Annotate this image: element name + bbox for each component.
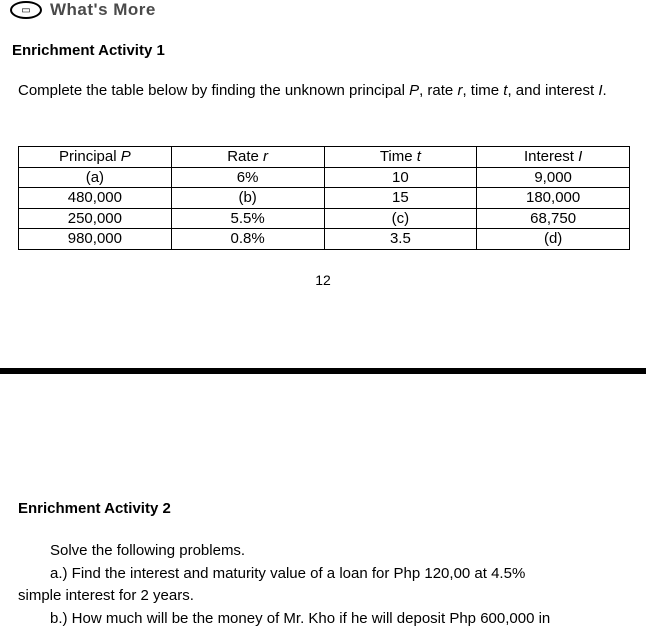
cell-principal: 480,000 [19,188,172,209]
header-label: Time [380,148,417,165]
table-row: 480,000 (b) 15 180,000 [19,188,630,209]
cell-rate: 6% [171,167,324,188]
cell-time: 3.5 [324,229,477,250]
instruction-text: , and interest [507,82,598,99]
instruction-text: Complete the table below by finding the … [18,82,409,99]
cell-interest: (d) [477,229,630,250]
header-var: I [578,148,582,165]
activity-2-heading: Enrichment Activity 2 [18,500,171,517]
col-header-time: Time t [324,147,477,168]
header: ▭ What's More [10,0,156,20]
header-var: t [417,148,421,165]
activity-2-lead: Solve the following problems. [18,540,626,563]
instruction-text: . [603,82,607,99]
table-row: (a) 6% 10 9,000 [19,167,630,188]
cell-time: 10 [324,167,477,188]
col-header-interest: Interest I [477,147,630,168]
col-header-rate: Rate r [171,147,324,168]
header-label: Interest [524,148,578,165]
instruction-text: , rate [419,82,457,99]
cell-interest: 68,750 [477,208,630,229]
cell-principal: 980,000 [19,229,172,250]
col-header-principal: Principal P [19,147,172,168]
table-header-row: Principal P Rate r Time t Interest I [19,147,630,168]
activity-2-item-a: a.) Find the interest and maturity value… [18,563,626,586]
data-table-container: Principal P Rate r Time t Interest I (a)… [18,146,630,250]
section-divider [0,368,646,374]
activity-1-instruction: Complete the table below by finding the … [18,80,626,103]
header-icon: ▭ [10,1,42,19]
var-p: P [409,82,419,99]
header-var: P [121,148,131,165]
activity-2-body: Solve the following problems. a.) Find t… [18,540,626,630]
data-table: Principal P Rate r Time t Interest I (a)… [18,146,630,250]
book-icon: ▭ [21,5,30,16]
cell-principal: 250,000 [19,208,172,229]
cell-interest: 180,000 [477,188,630,209]
activity-1-heading: Enrichment Activity 1 [12,42,165,59]
cell-rate: (b) [171,188,324,209]
cell-interest: 9,000 [477,167,630,188]
cell-time: (c) [324,208,477,229]
cell-rate: 5.5% [171,208,324,229]
header-label: Rate [227,148,263,165]
cell-time: 15 [324,188,477,209]
header-label: Principal [59,148,121,165]
cell-rate: 0.8% [171,229,324,250]
table-row: 250,000 5.5% (c) 68,750 [19,208,630,229]
cell-principal: (a) [19,167,172,188]
page-number: 12 [0,272,646,288]
table-row: 980,000 0.8% 3.5 (d) [19,229,630,250]
header-var: r [263,148,268,165]
activity-2-item-a-cont: simple interest for 2 years. [18,585,626,608]
instruction-text: , time [462,82,503,99]
header-title: What's More [50,0,156,20]
activity-2-item-b: b.) How much will be the money of Mr. Kh… [18,608,626,631]
